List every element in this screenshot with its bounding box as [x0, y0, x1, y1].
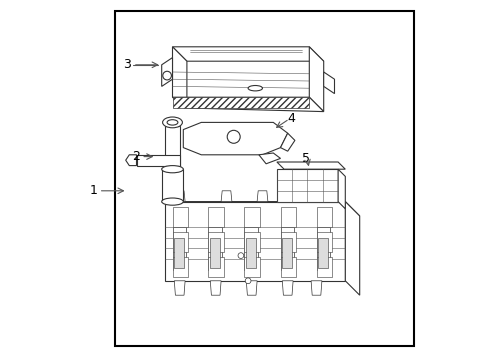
Ellipse shape [247, 86, 262, 91]
Polygon shape [287, 169, 330, 180]
Polygon shape [282, 281, 292, 295]
Bar [174, 238, 184, 268]
Polygon shape [172, 97, 323, 112]
Circle shape [227, 130, 240, 143]
Text: 3: 3 [123, 58, 131, 71]
Bar [316, 257, 331, 277]
Polygon shape [125, 155, 136, 166]
Bar [280, 207, 295, 227]
Text: 2: 2 [132, 150, 140, 163]
Bar [276, 169, 337, 202]
Polygon shape [287, 169, 323, 187]
Bar [172, 227, 186, 270]
Bar [244, 257, 259, 277]
Bar [244, 207, 259, 227]
Ellipse shape [162, 198, 183, 205]
Polygon shape [323, 72, 334, 94]
Bar [246, 238, 256, 268]
Bar [115, 11, 413, 346]
Bar [208, 257, 223, 277]
Polygon shape [172, 47, 186, 108]
Polygon shape [174, 191, 185, 202]
Polygon shape [165, 202, 359, 216]
Polygon shape [276, 162, 345, 169]
Bar [208, 227, 222, 270]
Bar [280, 257, 295, 277]
Bar [316, 232, 331, 252]
Bar [162, 169, 183, 202]
Bar [210, 238, 220, 268]
Bar [172, 257, 187, 277]
Bar [318, 238, 328, 268]
Text: 1: 1 [89, 184, 97, 197]
Polygon shape [310, 281, 321, 295]
Polygon shape [136, 155, 179, 166]
Bar [316, 207, 331, 227]
Ellipse shape [167, 120, 178, 125]
Polygon shape [345, 202, 359, 295]
Polygon shape [323, 169, 330, 198]
Bar [280, 232, 295, 252]
Circle shape [238, 253, 244, 258]
Polygon shape [162, 58, 172, 86]
Polygon shape [246, 281, 257, 295]
Polygon shape [221, 191, 231, 202]
Polygon shape [165, 126, 179, 173]
Ellipse shape [163, 117, 182, 128]
Bar [172, 207, 187, 227]
Bar [280, 227, 294, 270]
Bar [316, 227, 329, 270]
Polygon shape [210, 281, 221, 295]
Polygon shape [337, 169, 345, 209]
Circle shape [163, 71, 171, 80]
Polygon shape [303, 191, 314, 202]
Polygon shape [257, 191, 267, 202]
Circle shape [244, 278, 250, 284]
Polygon shape [325, 191, 336, 202]
Ellipse shape [162, 166, 183, 173]
Bar [208, 232, 223, 252]
Polygon shape [309, 47, 323, 112]
Text: 5: 5 [301, 152, 309, 165]
Polygon shape [258, 153, 280, 164]
Bar [282, 238, 292, 268]
Polygon shape [165, 202, 345, 281]
Text: 4: 4 [287, 112, 295, 125]
Polygon shape [172, 47, 323, 61]
Bar [244, 232, 259, 252]
Bar [172, 97, 309, 108]
Polygon shape [280, 133, 294, 151]
Bar [244, 227, 258, 270]
Bar [208, 207, 223, 227]
Polygon shape [183, 122, 287, 155]
Polygon shape [174, 281, 185, 295]
Bar [172, 232, 187, 252]
